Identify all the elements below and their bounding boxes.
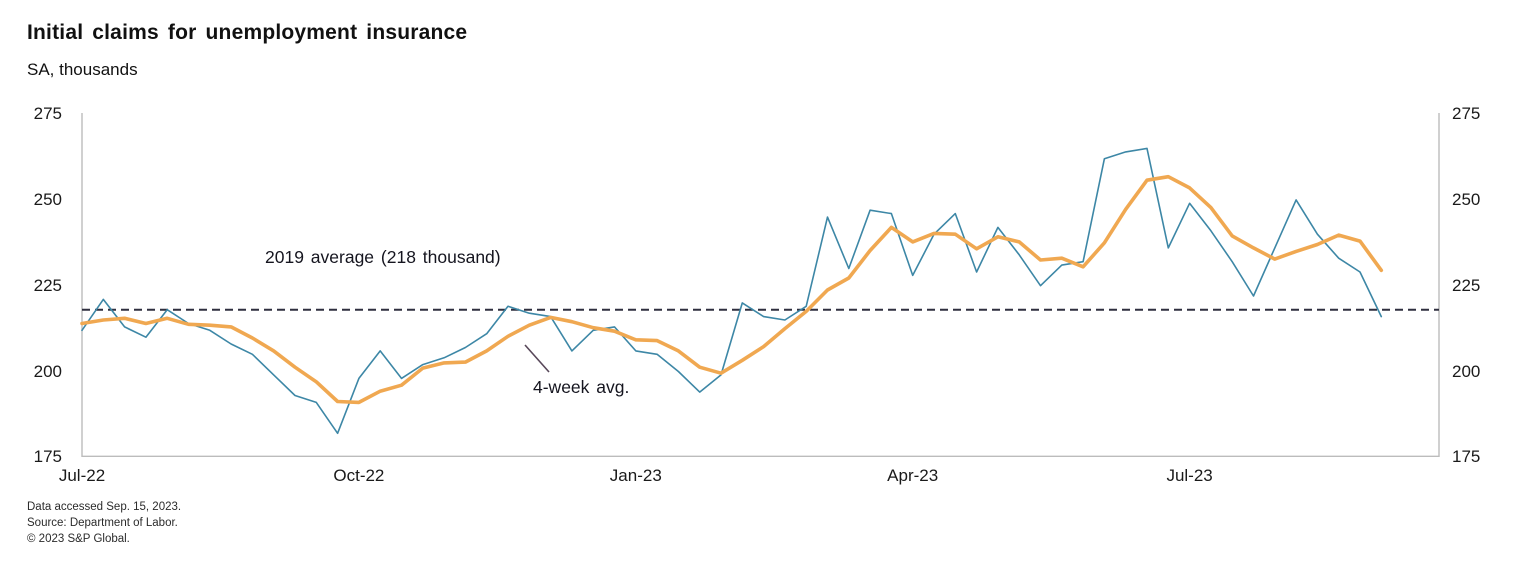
y-axis-tick-label-right: 250: [1452, 189, 1481, 209]
x-axis-tick-label: Jan-23: [609, 466, 662, 485]
y-axis-tick-label-left: 275: [33, 104, 62, 124]
annotation-pointer-line: [524, 344, 550, 373]
footnote-accessed: Data accessed Sep. 15, 2023.: [27, 501, 182, 513]
y-axis-tick-label-left: 225: [33, 275, 62, 295]
x-axis-tick-label: Oct-22: [333, 466, 385, 485]
x-axis-tick-label: Jul-23: [1166, 466, 1213, 485]
axis-frame: [81, 113, 1440, 457]
footnotes: Data accessed Sep. 15, 2023. Source: Dep…: [27, 499, 181, 547]
four-week-avg-label: 4-week avg.: [533, 377, 630, 397]
y-axis-tick-label-right: 275: [1452, 104, 1481, 124]
chart-title: Initial claims for unemployment insuranc…: [27, 21, 468, 44]
chart-subtitle: SA, thousands: [27, 60, 138, 79]
y-axis-tick-label-left: 200: [33, 361, 62, 381]
y-axis-tick-label-right: 175: [1452, 447, 1481, 467]
x-axis-tick-label: Apr-23: [887, 466, 939, 485]
y-axis-tick-label-left: 175: [33, 447, 62, 467]
weekly-claims-line: [81, 147, 1383, 435]
y-axis-tick-label-right: 225: [1452, 275, 1481, 295]
y-axis-tick-label-right: 200: [1452, 361, 1481, 381]
four-week-average-line: [80, 174, 1384, 405]
reference-line-label: 2019 average (218 thousand): [265, 247, 501, 267]
footnote-source: Source: Department of Labor.: [27, 517, 178, 529]
footnote-copyright: © 2023 S&P Global.: [27, 533, 130, 545]
x-axis-tick-label: Jul-22: [58, 466, 106, 485]
y-axis-tick-label-left: 250: [33, 189, 62, 209]
